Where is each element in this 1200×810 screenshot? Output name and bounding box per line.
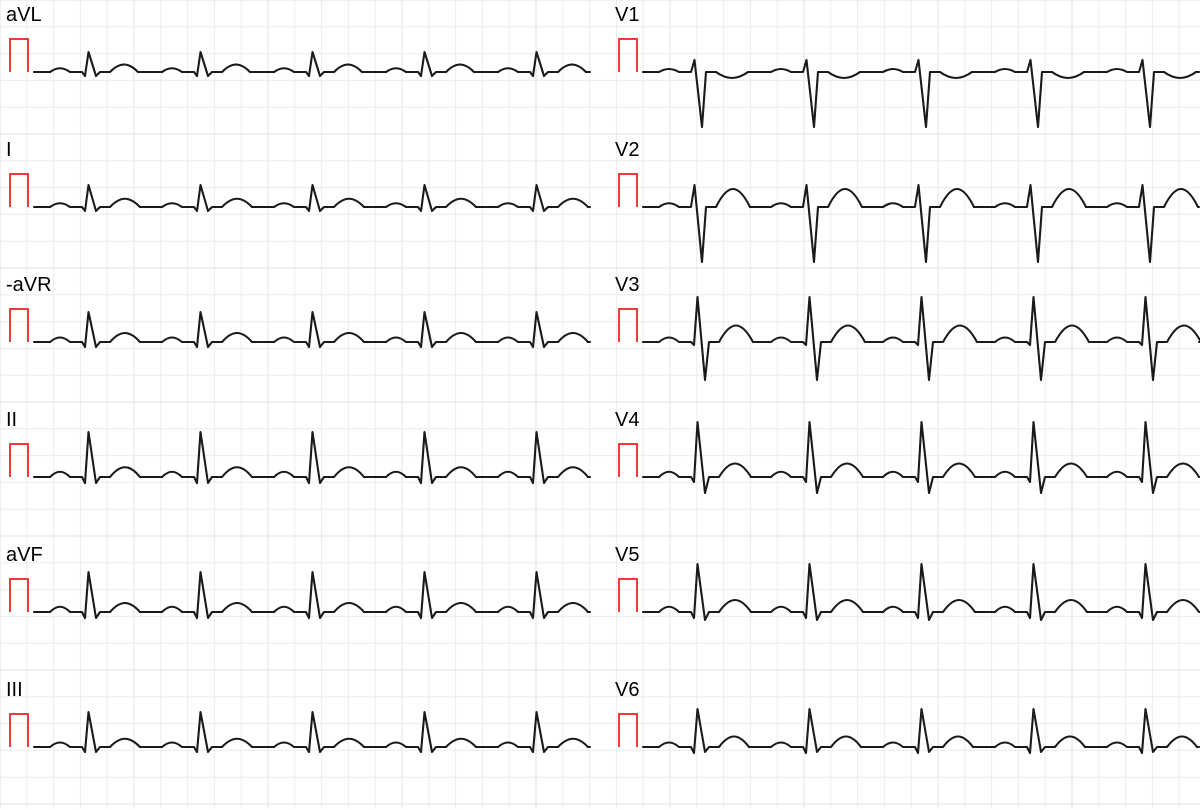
- beat: [50, 712, 140, 752]
- beat: [883, 564, 975, 620]
- lead-strip-aVR: [0, 270, 590, 405]
- beat: [771, 297, 865, 380]
- beat: [995, 709, 1085, 753]
- beat: [1107, 564, 1199, 620]
- lead-strip-aVL: [0, 0, 590, 135]
- beat: [995, 60, 1084, 127]
- beat: [162, 712, 252, 752]
- calibration-pulse: [10, 444, 28, 477]
- beat: [162, 185, 252, 211]
- beat: [659, 564, 751, 620]
- beat: [995, 564, 1087, 620]
- calibration-pulse: [619, 444, 637, 477]
- beat: [50, 185, 140, 211]
- beat: [1107, 422, 1199, 493]
- beat: [386, 185, 476, 211]
- lead-strip-III: [0, 675, 590, 810]
- lead-strip-V4: [609, 405, 1199, 540]
- beat: [883, 422, 975, 493]
- beat: [386, 52, 474, 76]
- beat: [883, 60, 972, 127]
- calibration-pulse: [10, 39, 28, 72]
- beat: [50, 52, 138, 76]
- beat: [883, 297, 977, 380]
- beat: [659, 60, 748, 127]
- beat: [771, 564, 863, 620]
- beat: [771, 60, 860, 127]
- calibration-pulse: [10, 309, 28, 342]
- lead-strip-V2: [609, 135, 1199, 270]
- beat: [274, 312, 364, 347]
- beat: [386, 432, 476, 483]
- beat: [50, 312, 140, 347]
- calibration-pulse: [619, 714, 637, 747]
- beat: [498, 432, 588, 483]
- beat: [659, 709, 749, 753]
- beat: [995, 422, 1087, 493]
- calibration-pulse: [10, 174, 28, 207]
- lead-strip-V1: [609, 0, 1199, 135]
- lead-strip-V3: [609, 270, 1199, 405]
- beat: [386, 312, 476, 347]
- beat: [771, 422, 863, 493]
- beat: [659, 185, 750, 262]
- beat: [498, 185, 588, 211]
- beat: [1107, 60, 1196, 127]
- calibration-pulse: [10, 714, 28, 747]
- calibration-pulse: [619, 174, 637, 207]
- beat: [274, 572, 364, 618]
- beat: [162, 432, 252, 483]
- lead-strip-aVF: [0, 540, 590, 675]
- beat: [1107, 297, 1200, 380]
- ecg-12-lead: aVLI-aVRIIaVFIIIV1V2V3V4V5V6: [0, 0, 1200, 809]
- beat: [995, 185, 1086, 262]
- beat: [498, 572, 588, 618]
- calibration-pulse: [619, 309, 637, 342]
- beat: [162, 52, 250, 76]
- beat: [274, 712, 364, 752]
- beat: [386, 712, 476, 752]
- lead-strip-I: [0, 135, 590, 270]
- beat: [659, 422, 751, 493]
- beat: [1107, 709, 1197, 753]
- beat: [771, 185, 862, 262]
- beat: [498, 312, 588, 347]
- beat: [771, 709, 861, 753]
- beat: [498, 52, 586, 76]
- calibration-pulse: [619, 579, 637, 612]
- beat: [386, 572, 476, 618]
- beat: [883, 709, 973, 753]
- lead-strip-II: [0, 405, 590, 540]
- beat: [498, 712, 588, 752]
- calibration-pulse: [619, 39, 637, 72]
- beat: [162, 312, 252, 347]
- beat: [659, 297, 753, 380]
- calibration-pulse: [10, 579, 28, 612]
- beat: [50, 432, 140, 483]
- beat: [162, 572, 252, 618]
- beat: [274, 52, 362, 76]
- beat: [274, 185, 364, 211]
- lead-strip-V6: [609, 675, 1199, 810]
- beat: [995, 297, 1089, 380]
- lead-strip-V5: [609, 540, 1199, 675]
- beat: [883, 185, 974, 262]
- ecg-strips: aVLI-aVRIIaVFIIIV1V2V3V4V5V6: [0, 0, 1200, 809]
- beat: [50, 572, 140, 618]
- beat: [1107, 185, 1198, 262]
- beat: [274, 432, 364, 483]
